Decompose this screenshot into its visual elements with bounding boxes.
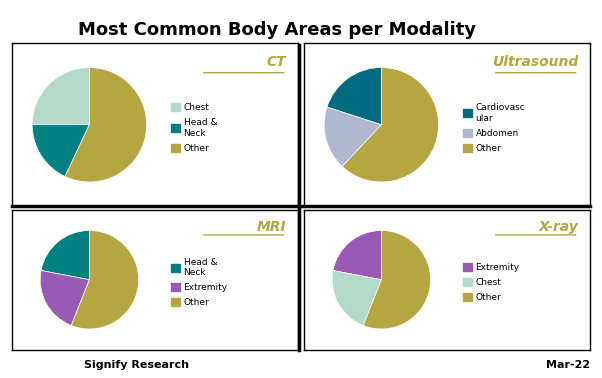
Text: Mar-22: Mar-22 [546, 360, 590, 370]
Legend: Head &
Neck, Extremity, Other: Head & Neck, Extremity, Other [171, 258, 228, 307]
Text: Ultrasound: Ultrasound [492, 55, 579, 69]
Wedge shape [324, 107, 382, 166]
Legend: Cardiovasc
ular, Abdomen, Other: Cardiovasc ular, Abdomen, Other [463, 103, 526, 153]
Text: X-ray: X-ray [539, 220, 579, 234]
Wedge shape [41, 231, 90, 280]
Wedge shape [32, 125, 89, 177]
Wedge shape [342, 68, 439, 182]
Text: MRI: MRI [257, 220, 287, 234]
Legend: Extremity, Chest, Other: Extremity, Chest, Other [463, 263, 520, 302]
Legend: Chest, Head &
Neck, Other: Chest, Head & Neck, Other [171, 103, 217, 153]
Wedge shape [65, 68, 147, 182]
Text: Signify Research: Signify Research [84, 360, 189, 370]
Wedge shape [363, 231, 430, 329]
Wedge shape [332, 271, 382, 325]
Wedge shape [333, 231, 382, 280]
Text: Most Common Body Areas per Modality: Most Common Body Areas per Modality [78, 21, 476, 39]
Text: CT: CT [267, 55, 287, 69]
Wedge shape [71, 231, 138, 329]
Wedge shape [40, 271, 90, 325]
Wedge shape [32, 68, 89, 125]
Wedge shape [327, 68, 382, 125]
